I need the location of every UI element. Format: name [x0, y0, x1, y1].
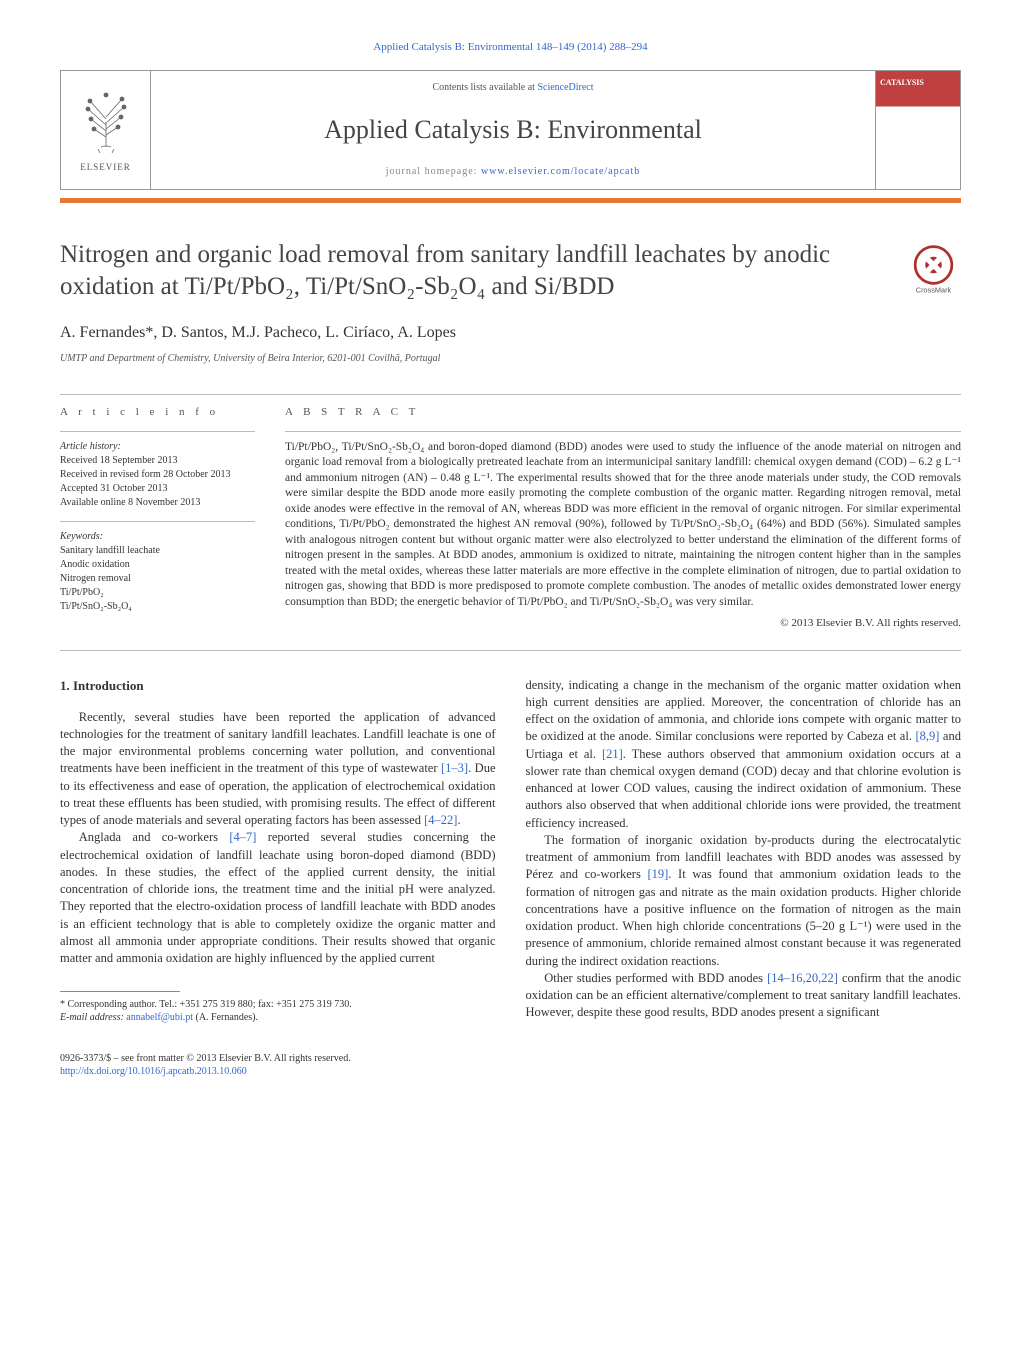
- copyright-line: © 2013 Elsevier B.V. All rights reserved…: [285, 616, 961, 631]
- affiliation: UMTP and Department of Chemistry, Univer…: [60, 352, 961, 366]
- divider: [60, 650, 961, 651]
- body-text: 1. Introduction Recently, several studie…: [60, 677, 961, 1025]
- journal-citation[interactable]: Applied Catalysis B: Environmental 148–1…: [60, 40, 961, 55]
- body-paragraph: Recently, several studies have been repo…: [60, 709, 496, 830]
- right-column: density, indicating a change in the mech…: [526, 677, 962, 1025]
- keywords-heading: Keywords:: [60, 530, 255, 543]
- keyword-item: Nitrogen removal: [60, 572, 255, 585]
- body-paragraph: Other studies performed with BDD anodes …: [526, 970, 962, 1022]
- history-heading: Article history:: [60, 440, 255, 453]
- elsevier-tree-icon: [76, 87, 136, 157]
- article-history: Article history: Received 18 September 2…: [60, 440, 255, 509]
- history-item: Received 18 September 2013: [60, 454, 255, 467]
- crossmark-badge[interactable]: CrossMark: [906, 243, 961, 298]
- article-info-column: A R T I C L E I N F O Article history: R…: [60, 405, 275, 631]
- footnote-line: * Corresponding author. Tel.: +351 275 3…: [60, 998, 496, 1011]
- corresponding-author-footnote: * Corresponding author. Tel.: +351 275 3…: [60, 998, 496, 1024]
- homepage-line: journal homepage: www.elsevier.com/locat…: [386, 165, 641, 179]
- article-info-label: A R T I C L E I N F O: [60, 405, 255, 420]
- section-heading: 1. Introduction: [60, 677, 496, 695]
- journal-header: ELSEVIER Contents lists available at Sci…: [60, 70, 961, 190]
- front-matter-block: 0926-3373/$ – see front matter © 2013 El…: [60, 1052, 961, 1078]
- keyword-item: Ti/Pt/PbO₂: [60, 586, 255, 599]
- journal-cover-label: CATALYSIS: [880, 77, 924, 88]
- keyword-item: Anodic oxidation: [60, 558, 255, 571]
- homepage-prefix: journal homepage:: [386, 166, 481, 177]
- body-paragraph: Anglada and co-workers [4–7] reported se…: [60, 829, 496, 967]
- body-paragraph: The formation of inorganic oxidation by-…: [526, 832, 962, 970]
- divider: [60, 431, 255, 432]
- left-column: 1. Introduction Recently, several studie…: [60, 677, 496, 1025]
- sciencedirect-link[interactable]: ScienceDirect: [537, 82, 593, 93]
- divider: [285, 431, 961, 432]
- email-suffix: (A. Fernandes).: [193, 1012, 258, 1023]
- front-matter-line: 0926-3373/$ – see front matter © 2013 El…: [60, 1052, 961, 1065]
- journal-name: Applied Catalysis B: Environmental: [324, 112, 702, 148]
- history-item: Received in revised form 28 October 2013: [60, 468, 255, 481]
- history-item: Available online 8 November 2013: [60, 496, 255, 509]
- footnote-divider: [60, 991, 180, 992]
- contents-line: Contents lists available at ScienceDirec…: [432, 81, 593, 95]
- crossmark-label: CrossMark: [916, 286, 952, 295]
- article-title: Nitrogen and organic load removal from s…: [60, 239, 886, 302]
- contents-prefix: Contents lists available at: [432, 82, 537, 93]
- doi-link[interactable]: http://dx.doi.org/10.1016/j.apcatb.2013.…: [60, 1066, 247, 1077]
- keywords-block: Keywords: Sanitary landfill leachate Ano…: [60, 530, 255, 613]
- history-item: Accepted 31 October 2013: [60, 482, 255, 495]
- elsevier-logo[interactable]: ELSEVIER: [61, 71, 151, 189]
- homepage-link[interactable]: www.elsevier.com/locate/apcatb: [481, 166, 640, 177]
- authors: A. Fernandes*, D. Santos, M.J. Pacheco, …: [60, 322, 961, 344]
- divider: [60, 521, 255, 522]
- header-center: Contents lists available at ScienceDirec…: [151, 71, 875, 189]
- abstract-text: Ti/Pt/PbO₂, Ti/Pt/SnO₂-Sb₂O₄ and boron-d…: [285, 440, 961, 611]
- abstract-column: A B S T R A C T Ti/Pt/PbO₂, Ti/Pt/SnO₂-S…: [275, 405, 961, 631]
- keyword-item: Ti/Pt/SnO₂-Sb₂O₄: [60, 600, 255, 613]
- divider: [60, 394, 961, 395]
- email-link[interactable]: annabelf@ubi.pt: [126, 1012, 193, 1023]
- journal-cover[interactable]: CATALYSIS: [875, 71, 960, 189]
- keyword-item: Sanitary landfill leachate: [60, 544, 255, 557]
- body-paragraph: density, indicating a change in the mech…: [526, 677, 962, 832]
- elsevier-label: ELSEVIER: [80, 161, 131, 174]
- email-label: E-mail address:: [60, 1012, 126, 1023]
- orange-divider: [60, 198, 961, 203]
- abstract-label: A B S T R A C T: [285, 405, 961, 420]
